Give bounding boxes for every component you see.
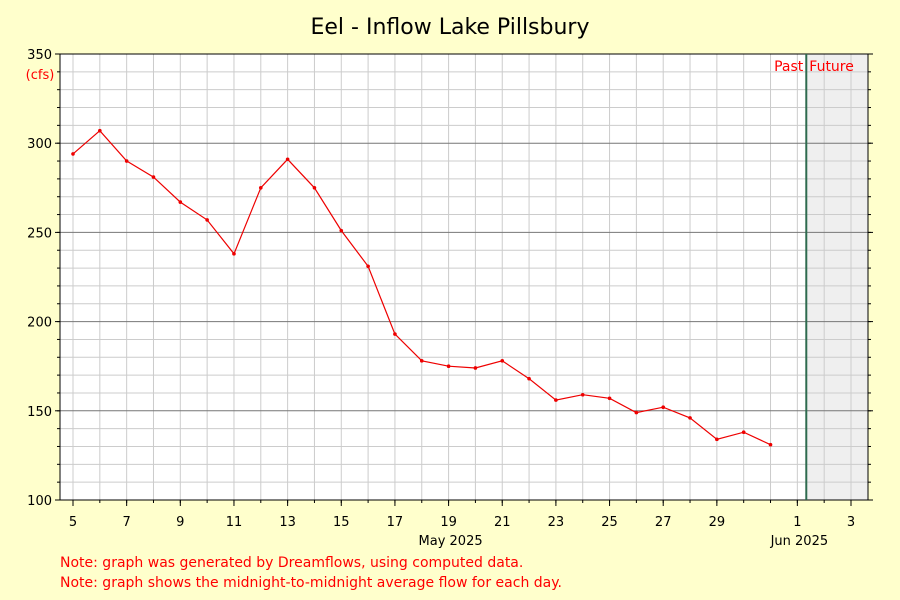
x-month-label: Jun 2025 xyxy=(770,534,829,549)
x-tick-label: 3 xyxy=(847,515,855,530)
data-point xyxy=(258,186,263,190)
x-tick-label: 11 xyxy=(226,515,243,530)
data-point xyxy=(527,376,531,381)
data-point xyxy=(634,410,639,415)
data-point xyxy=(366,264,370,269)
y-tick-label: 250 xyxy=(27,226,52,241)
past-label: Past xyxy=(774,59,804,75)
data-point xyxy=(232,252,236,256)
data-point xyxy=(393,332,397,336)
y-axis-unit-label: (cfs) xyxy=(26,68,55,83)
data-point xyxy=(178,200,183,204)
data-point xyxy=(688,416,692,420)
data-point xyxy=(741,430,746,435)
data-point xyxy=(607,396,612,401)
data-point xyxy=(71,152,75,156)
note-average: Note: graph shows the midnight-to-midnig… xyxy=(60,575,562,591)
note-generated: Note: graph was generated by Dreamflows,… xyxy=(60,555,523,571)
x-tick-label: 29 xyxy=(709,515,726,530)
x-tick-label: 23 xyxy=(548,515,565,530)
x-tick-label: 15 xyxy=(333,515,350,530)
data-point xyxy=(124,159,129,163)
x-tick-label: 5 xyxy=(69,515,77,530)
data-point xyxy=(554,398,558,402)
y-tick-label: 100 xyxy=(27,494,52,509)
data-point xyxy=(312,186,317,190)
x-tick-label: 27 xyxy=(655,515,672,530)
y-tick-label: 350 xyxy=(27,48,52,63)
y-tick-label: 150 xyxy=(27,405,52,420)
data-point xyxy=(419,359,424,363)
data-point xyxy=(339,228,344,233)
chart-title: Eel - Inflow Lake Pillsbury xyxy=(311,15,590,40)
data-point xyxy=(473,366,478,370)
x-month-label: May 2025 xyxy=(419,534,483,549)
future-shade xyxy=(806,54,868,500)
plot-background xyxy=(60,54,868,500)
data-point xyxy=(151,175,156,179)
data-point xyxy=(768,442,773,447)
data-point xyxy=(205,218,209,222)
x-tick-label: 7 xyxy=(123,515,131,530)
data-point xyxy=(580,392,585,397)
y-tick-label: 300 xyxy=(27,137,52,152)
y-tick-label: 200 xyxy=(27,316,52,331)
data-point xyxy=(500,359,505,363)
x-tick-label: 17 xyxy=(387,515,404,530)
future-label: Future xyxy=(809,59,854,75)
x-tick-label: 9 xyxy=(176,515,184,530)
plot-border xyxy=(59,53,869,501)
data-point xyxy=(715,437,719,442)
data-point xyxy=(446,364,451,369)
data-point xyxy=(285,157,290,162)
x-tick-label: 13 xyxy=(279,515,296,530)
data-point xyxy=(661,405,666,410)
data-point xyxy=(98,128,102,133)
x-tick-label: 19 xyxy=(440,515,457,530)
x-tick-label: 25 xyxy=(601,515,618,530)
x-tick-label: 21 xyxy=(494,515,511,530)
x-tick-label: 1 xyxy=(793,515,801,530)
